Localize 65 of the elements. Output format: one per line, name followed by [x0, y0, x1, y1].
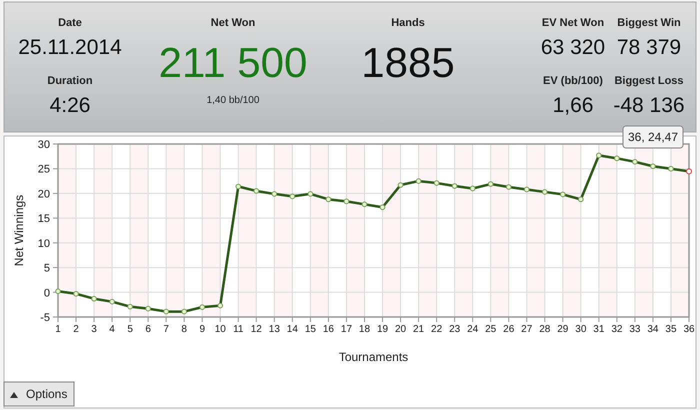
x-tick-label: 26 [503, 324, 515, 335]
x-tick-label: 11 [233, 324, 244, 335]
x-tick-label: 33 [629, 324, 641, 335]
x-axis-title: Tournaments [338, 350, 408, 364]
text: 1,66 [552, 94, 594, 117]
x-tick-label: 1 [55, 324, 62, 335]
x-tick-label: 4 [109, 324, 116, 335]
y-axis-title: Net Winnings [12, 194, 26, 266]
x-tick-label: 30 [575, 324, 587, 335]
x-tick-label: 8 [181, 324, 188, 335]
x-tick-label: 7 [163, 324, 170, 335]
x-tick-label: 31 [593, 324, 605, 335]
text: -48 136 [613, 94, 685, 117]
x-tick-label: 27 [521, 324, 533, 335]
x-tick-label: 10 [214, 324, 226, 335]
x-tick-label: 18 [358, 324, 370, 335]
text: 1,40 bb/100 [206, 95, 260, 106]
y-tick-label: -5 [40, 312, 50, 324]
x-tick-label: 36 [683, 324, 695, 335]
x-tick-label: 9 [199, 324, 206, 335]
text: Biggest Loss [614, 75, 684, 87]
x-tick-label: 19 [376, 324, 389, 335]
text: EV (bb/100) [543, 75, 604, 87]
x-tick-label: 15 [304, 324, 316, 335]
x-tick-label: 32 [611, 324, 623, 335]
x-tick-label: 29 [557, 324, 569, 335]
text: EV Net Won [542, 17, 604, 29]
x-tick-label: 22 [431, 324, 443, 335]
y-tick-label: 0 [44, 287, 50, 300]
x-tick-label: 13 [268, 324, 280, 335]
x-tick-label: 12 [250, 324, 262, 335]
text: Options [26, 387, 68, 401]
text: Duration [47, 75, 93, 87]
text: Date [58, 17, 82, 29]
x-tick-label: 14 [286, 324, 298, 335]
annotation: 36, 24,47 [628, 130, 678, 144]
text: 25.11.2014 [18, 36, 122, 59]
x-tick-label: 25 [485, 324, 497, 335]
text: 4:26 [50, 94, 90, 117]
y-tick-label: 30 [38, 139, 50, 151]
x-tick-label: 17 [340, 324, 352, 335]
y-tick-label: 5 [44, 262, 50, 275]
text: 63 320 [540, 36, 606, 59]
y-tick-label: 10 [38, 238, 50, 250]
x-tick-label: 23 [449, 324, 461, 335]
x-tick-label: 28 [539, 324, 551, 335]
x-tick-label: 20 [394, 324, 407, 335]
text: Biggest Win [617, 17, 681, 29]
text: 211 500 [158, 39, 308, 86]
text: 1885 [361, 39, 455, 86]
text: 78 379 [616, 36, 682, 59]
x-tick-label: 34 [647, 324, 659, 335]
x-tick-label: 35 [665, 324, 677, 335]
y-tick-label: 25 [38, 164, 50, 176]
x-tick-label: 6 [145, 324, 152, 335]
y-tick-label: 15 [38, 213, 50, 226]
x-tick-label: 21 [413, 324, 425, 335]
x-tick-label: 16 [322, 324, 334, 335]
x-tick-label: 24 [467, 324, 479, 335]
y-tick-label: 20 [38, 188, 50, 200]
x-tick-label: 3 [91, 324, 98, 335]
x-tick-label: 2 [73, 324, 80, 335]
text: Net Won [210, 17, 256, 29]
x-tick-label: 5 [127, 324, 134, 335]
text: Hands [391, 17, 425, 29]
